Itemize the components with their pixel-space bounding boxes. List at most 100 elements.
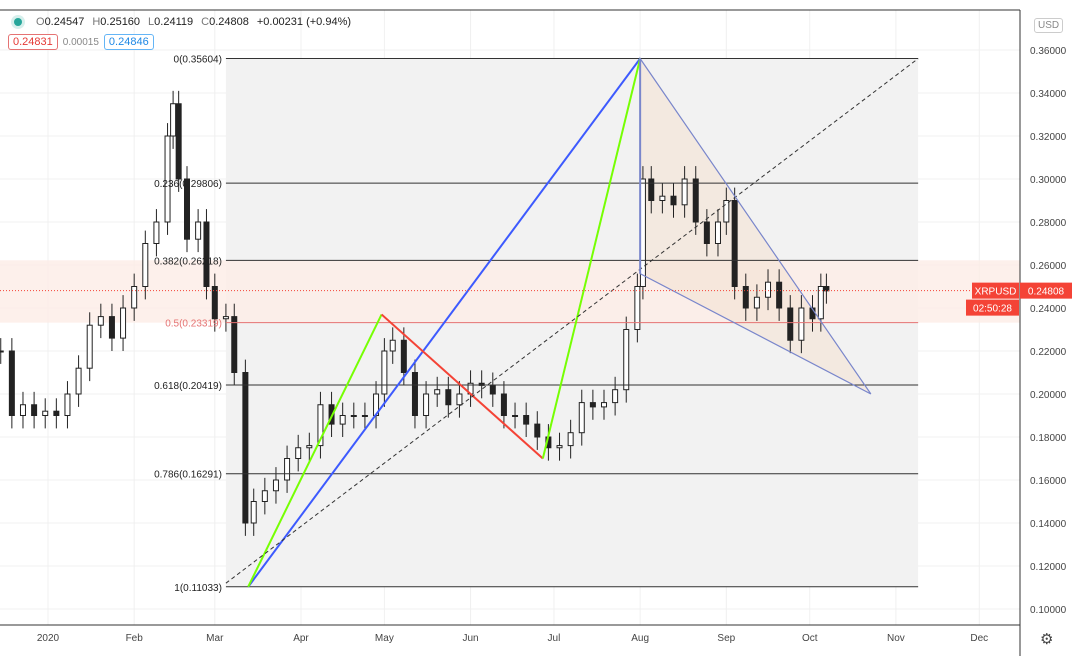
close-value: 0.24808 bbox=[209, 16, 249, 28]
candle-body bbox=[601, 402, 607, 408]
candle-body bbox=[350, 415, 357, 417]
candle-body bbox=[776, 281, 783, 309]
green-leg-2 bbox=[541, 58, 642, 459]
sell-button[interactable]: 0.24831 bbox=[8, 34, 58, 50]
fib-level-label: 0.786(0.16291) bbox=[154, 470, 222, 481]
time-tick-label: Jun bbox=[462, 633, 478, 644]
candle-body bbox=[523, 415, 530, 425]
candle-body bbox=[456, 393, 463, 406]
symbol-tag bbox=[972, 282, 1019, 299]
price-tick-label: 0.18000 bbox=[1030, 433, 1067, 444]
candle-body bbox=[670, 195, 677, 206]
candle-body bbox=[317, 404, 324, 447]
candle-body bbox=[489, 384, 496, 395]
price-tick-label: 0.22000 bbox=[1030, 347, 1067, 358]
candle-body bbox=[250, 501, 257, 524]
candle-body bbox=[31, 404, 38, 416]
price-tick-label: 0.26000 bbox=[1030, 261, 1067, 272]
last-price-label: 0.24808 bbox=[1028, 287, 1065, 298]
candle-body bbox=[184, 178, 190, 240]
price-tick-label: 0.34000 bbox=[1030, 89, 1067, 100]
dashed-trend-line bbox=[225, 58, 919, 584]
time-tick-label: Aug bbox=[631, 633, 649, 644]
candle-body bbox=[381, 350, 388, 395]
fib-level-label: 0.618(0.20419) bbox=[154, 381, 222, 392]
change-value: +0.00231 (+0.94%) bbox=[256, 16, 352, 28]
candle-body bbox=[211, 286, 218, 320]
price-tick-label: 0.36000 bbox=[1030, 46, 1067, 57]
candle-body bbox=[42, 410, 49, 417]
candle-body bbox=[634, 286, 641, 330]
candle-body bbox=[817, 286, 824, 320]
candle-body bbox=[195, 221, 202, 240]
candle-body bbox=[434, 389, 441, 395]
candle-body bbox=[175, 103, 182, 180]
candle-body bbox=[75, 367, 82, 395]
candle-body bbox=[222, 316, 229, 320]
candle-body bbox=[823, 286, 830, 292]
candle-body bbox=[500, 393, 507, 416]
candle-body bbox=[108, 316, 115, 339]
countdown-label: 02:50:28 bbox=[973, 304, 1012, 315]
candle-body bbox=[261, 490, 268, 502]
candle-body bbox=[411, 372, 418, 416]
candle-body bbox=[512, 415, 519, 417]
candle-body bbox=[19, 404, 26, 416]
high-value: 0.25160 bbox=[100, 16, 141, 28]
candle-body bbox=[142, 243, 149, 287]
candle-body bbox=[203, 221, 210, 287]
candle-body bbox=[306, 445, 313, 449]
candle-body bbox=[153, 221, 160, 244]
candle-body bbox=[339, 415, 346, 425]
candle-body bbox=[400, 339, 407, 373]
blue-trend-line bbox=[247, 58, 641, 588]
candle-body bbox=[692, 178, 699, 223]
time-tick-label: Oct bbox=[802, 633, 818, 644]
candle-body bbox=[423, 393, 430, 416]
candle-body bbox=[0, 350, 4, 353]
candle-body bbox=[681, 178, 688, 206]
time-tick-label: 2020 bbox=[37, 633, 60, 644]
fib-level-label: 0(0.35604) bbox=[174, 55, 222, 66]
candle-body bbox=[8, 350, 15, 416]
candle-body bbox=[445, 389, 452, 406]
time-tick-label: Feb bbox=[126, 633, 144, 644]
price-tick-label: 0.30000 bbox=[1030, 175, 1067, 186]
buy-button[interactable]: 0.24846 bbox=[103, 34, 154, 50]
candle-body bbox=[659, 195, 666, 201]
candle-body bbox=[53, 410, 60, 417]
candle-body bbox=[361, 415, 368, 417]
candle-body bbox=[120, 307, 127, 339]
candle-body bbox=[556, 445, 563, 449]
candle-body bbox=[787, 307, 794, 341]
time-tick-label: Nov bbox=[887, 633, 905, 644]
candle-body bbox=[567, 432, 574, 447]
price-tick-label: 0.28000 bbox=[1030, 218, 1067, 229]
candle-body bbox=[703, 221, 710, 244]
price-tick-label: 0.20000 bbox=[1030, 390, 1067, 401]
time-tick-label: Sep bbox=[717, 633, 735, 644]
fib-level-label: 1(0.11033) bbox=[174, 583, 222, 594]
gear-icon[interactable]: ⚙ bbox=[1040, 631, 1054, 648]
candle-body bbox=[284, 458, 291, 481]
open-value: 0.24547 bbox=[44, 16, 85, 28]
price-tick-label: 0.14000 bbox=[1030, 519, 1067, 530]
time-tick-label: Dec bbox=[970, 633, 988, 644]
time-tick-label: Apr bbox=[293, 633, 309, 644]
candle-body bbox=[64, 393, 71, 416]
status-dot-icon bbox=[14, 18, 22, 26]
countdown-tag bbox=[966, 299, 1019, 316]
candle-body bbox=[131, 286, 138, 309]
candle-body bbox=[534, 423, 541, 438]
candle-body bbox=[242, 372, 249, 524]
candle-body bbox=[742, 286, 749, 309]
fib-level-label: 0.382(0.26218) bbox=[154, 256, 222, 267]
time-tick-label: May bbox=[375, 633, 394, 644]
price-tick-label: 0.16000 bbox=[1030, 476, 1067, 487]
green-leg-1 bbox=[247, 314, 383, 588]
price-tick-label: 0.32000 bbox=[1030, 132, 1067, 143]
price-tick-label: 0.24000 bbox=[1030, 304, 1067, 315]
currency-button[interactable]: USD bbox=[1034, 18, 1064, 33]
